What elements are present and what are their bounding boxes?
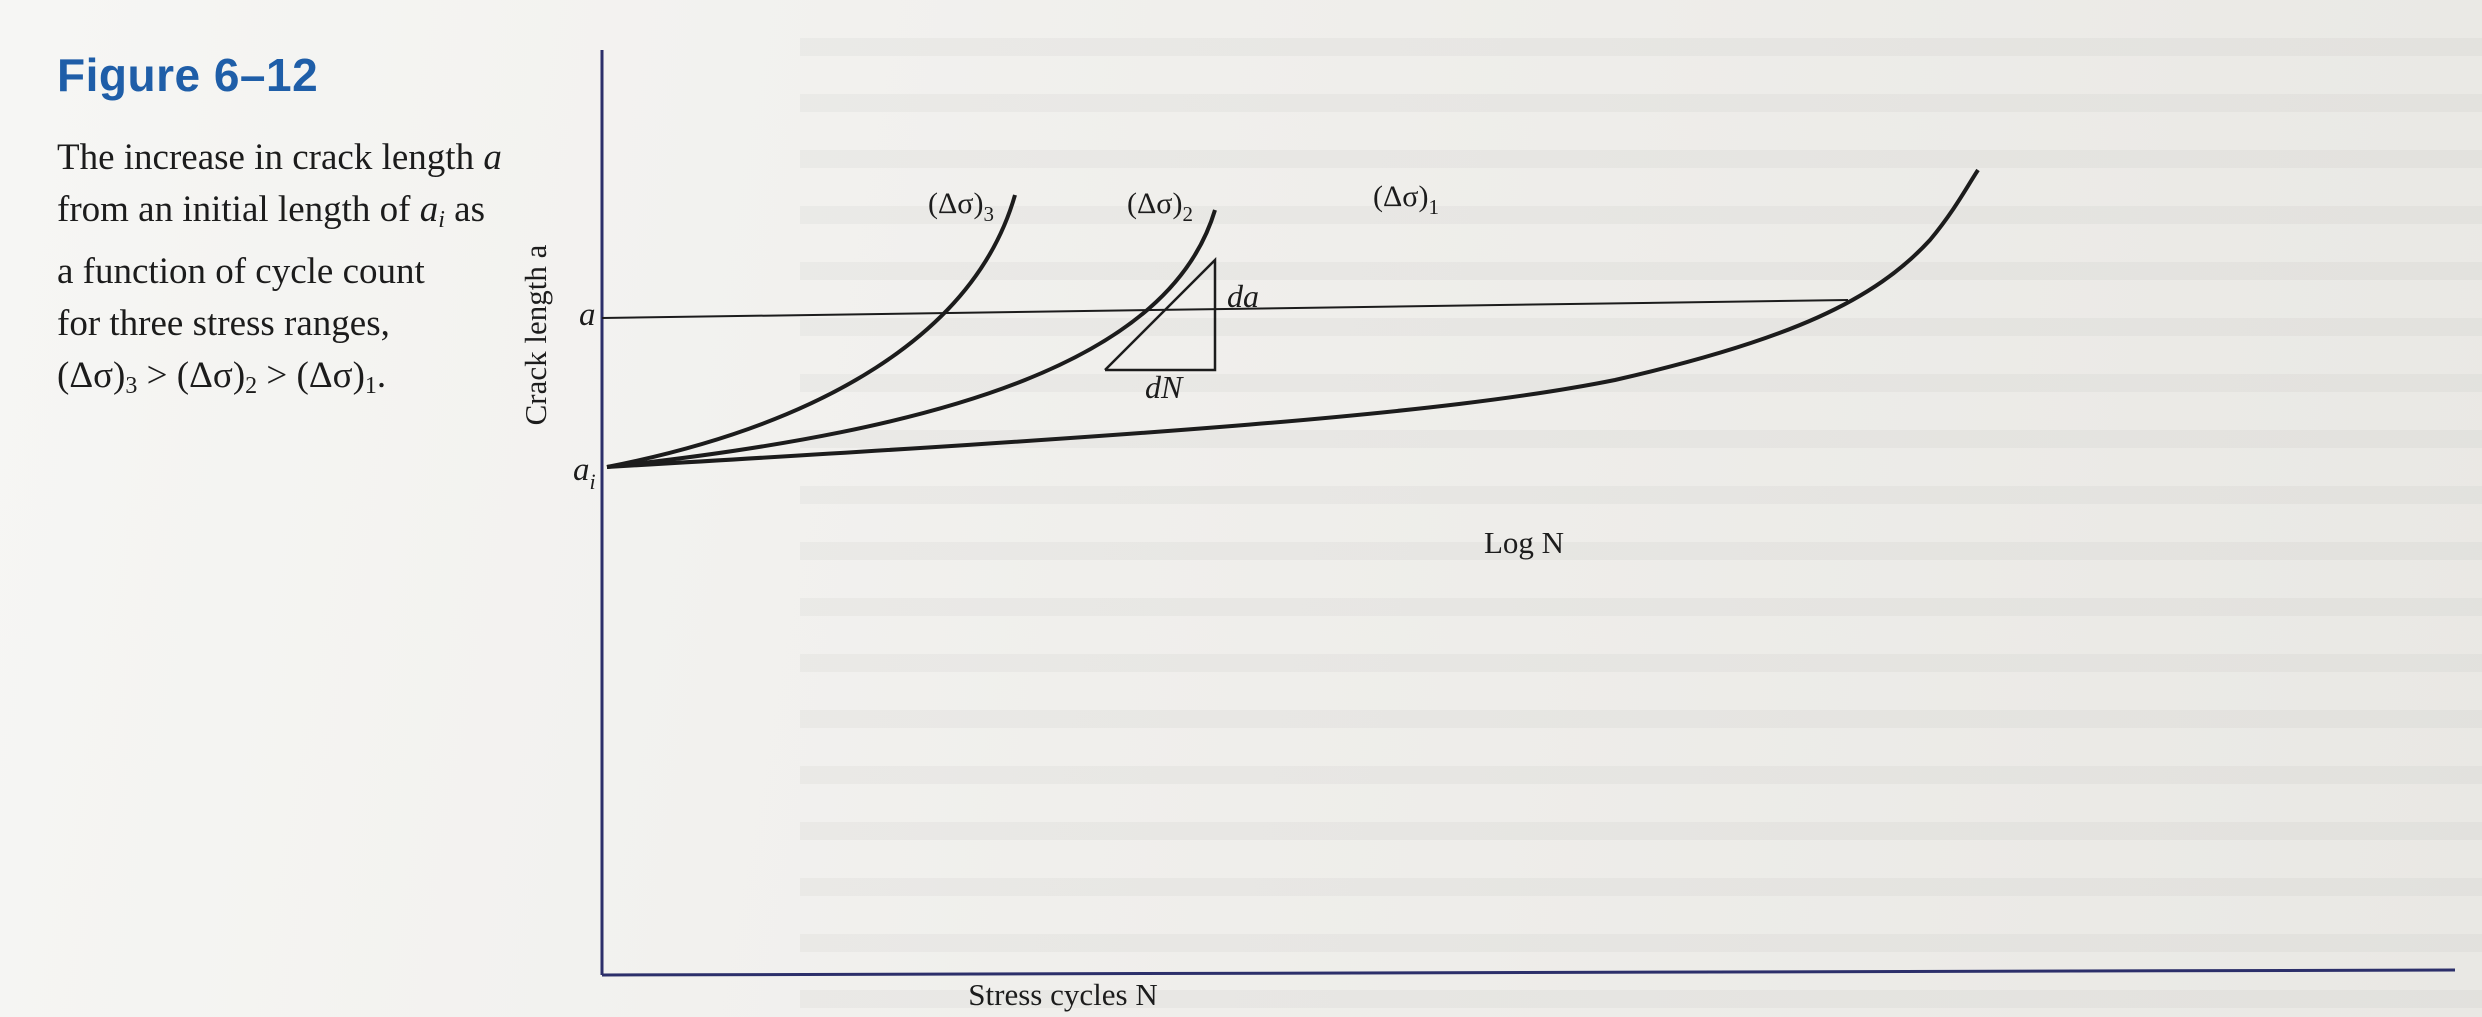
show-through-text-background xyxy=(800,0,2482,1017)
da-dn-triangle xyxy=(1104,256,1217,372)
figure-caption: Figure 6–12 The increase in crack length… xyxy=(57,48,757,412)
x-axis-end-label: Log N xyxy=(1484,525,1564,560)
annotation-da: da xyxy=(1227,278,1259,314)
figure-label: Figure 6–12 xyxy=(57,49,319,101)
x-axis-label: Stress cycles N xyxy=(968,977,1157,1012)
caption-line-5: (Δσ)3 > (Δσ)2 > (Δσ)1. xyxy=(57,355,387,399)
caption-text: The increase in crack length a from an i… xyxy=(57,132,757,412)
caption-line-1: The increase in crack length a xyxy=(57,137,502,178)
y-tick-label-ai: ai xyxy=(573,452,596,494)
y-axis-label: Crack length a xyxy=(518,244,553,425)
annotation-dn: dN xyxy=(1145,369,1184,405)
crack-length-a-line xyxy=(601,299,1849,319)
series-label-delta-sigma-2: (Δσ)2 xyxy=(1127,187,1193,226)
curve-delta-sigma-3 xyxy=(606,194,1017,469)
curve-delta-sigma-2 xyxy=(606,209,1217,469)
caption-line-2: from an initial length of ai as xyxy=(57,189,485,233)
x-axis xyxy=(601,968,2456,977)
y-tick-label-ai-subscript: i xyxy=(590,469,596,494)
caption-line-3: a function of cycle count xyxy=(57,251,425,292)
series-label-delta-sigma-1: (Δσ)1 xyxy=(1373,180,1439,219)
caption-line-4: for three stress ranges, xyxy=(57,303,390,344)
curve-delta-sigma-1 xyxy=(606,168,1980,469)
y-tick-label-a: a xyxy=(579,297,596,333)
series-label-delta-sigma-3: (Δσ)3 xyxy=(928,187,994,226)
